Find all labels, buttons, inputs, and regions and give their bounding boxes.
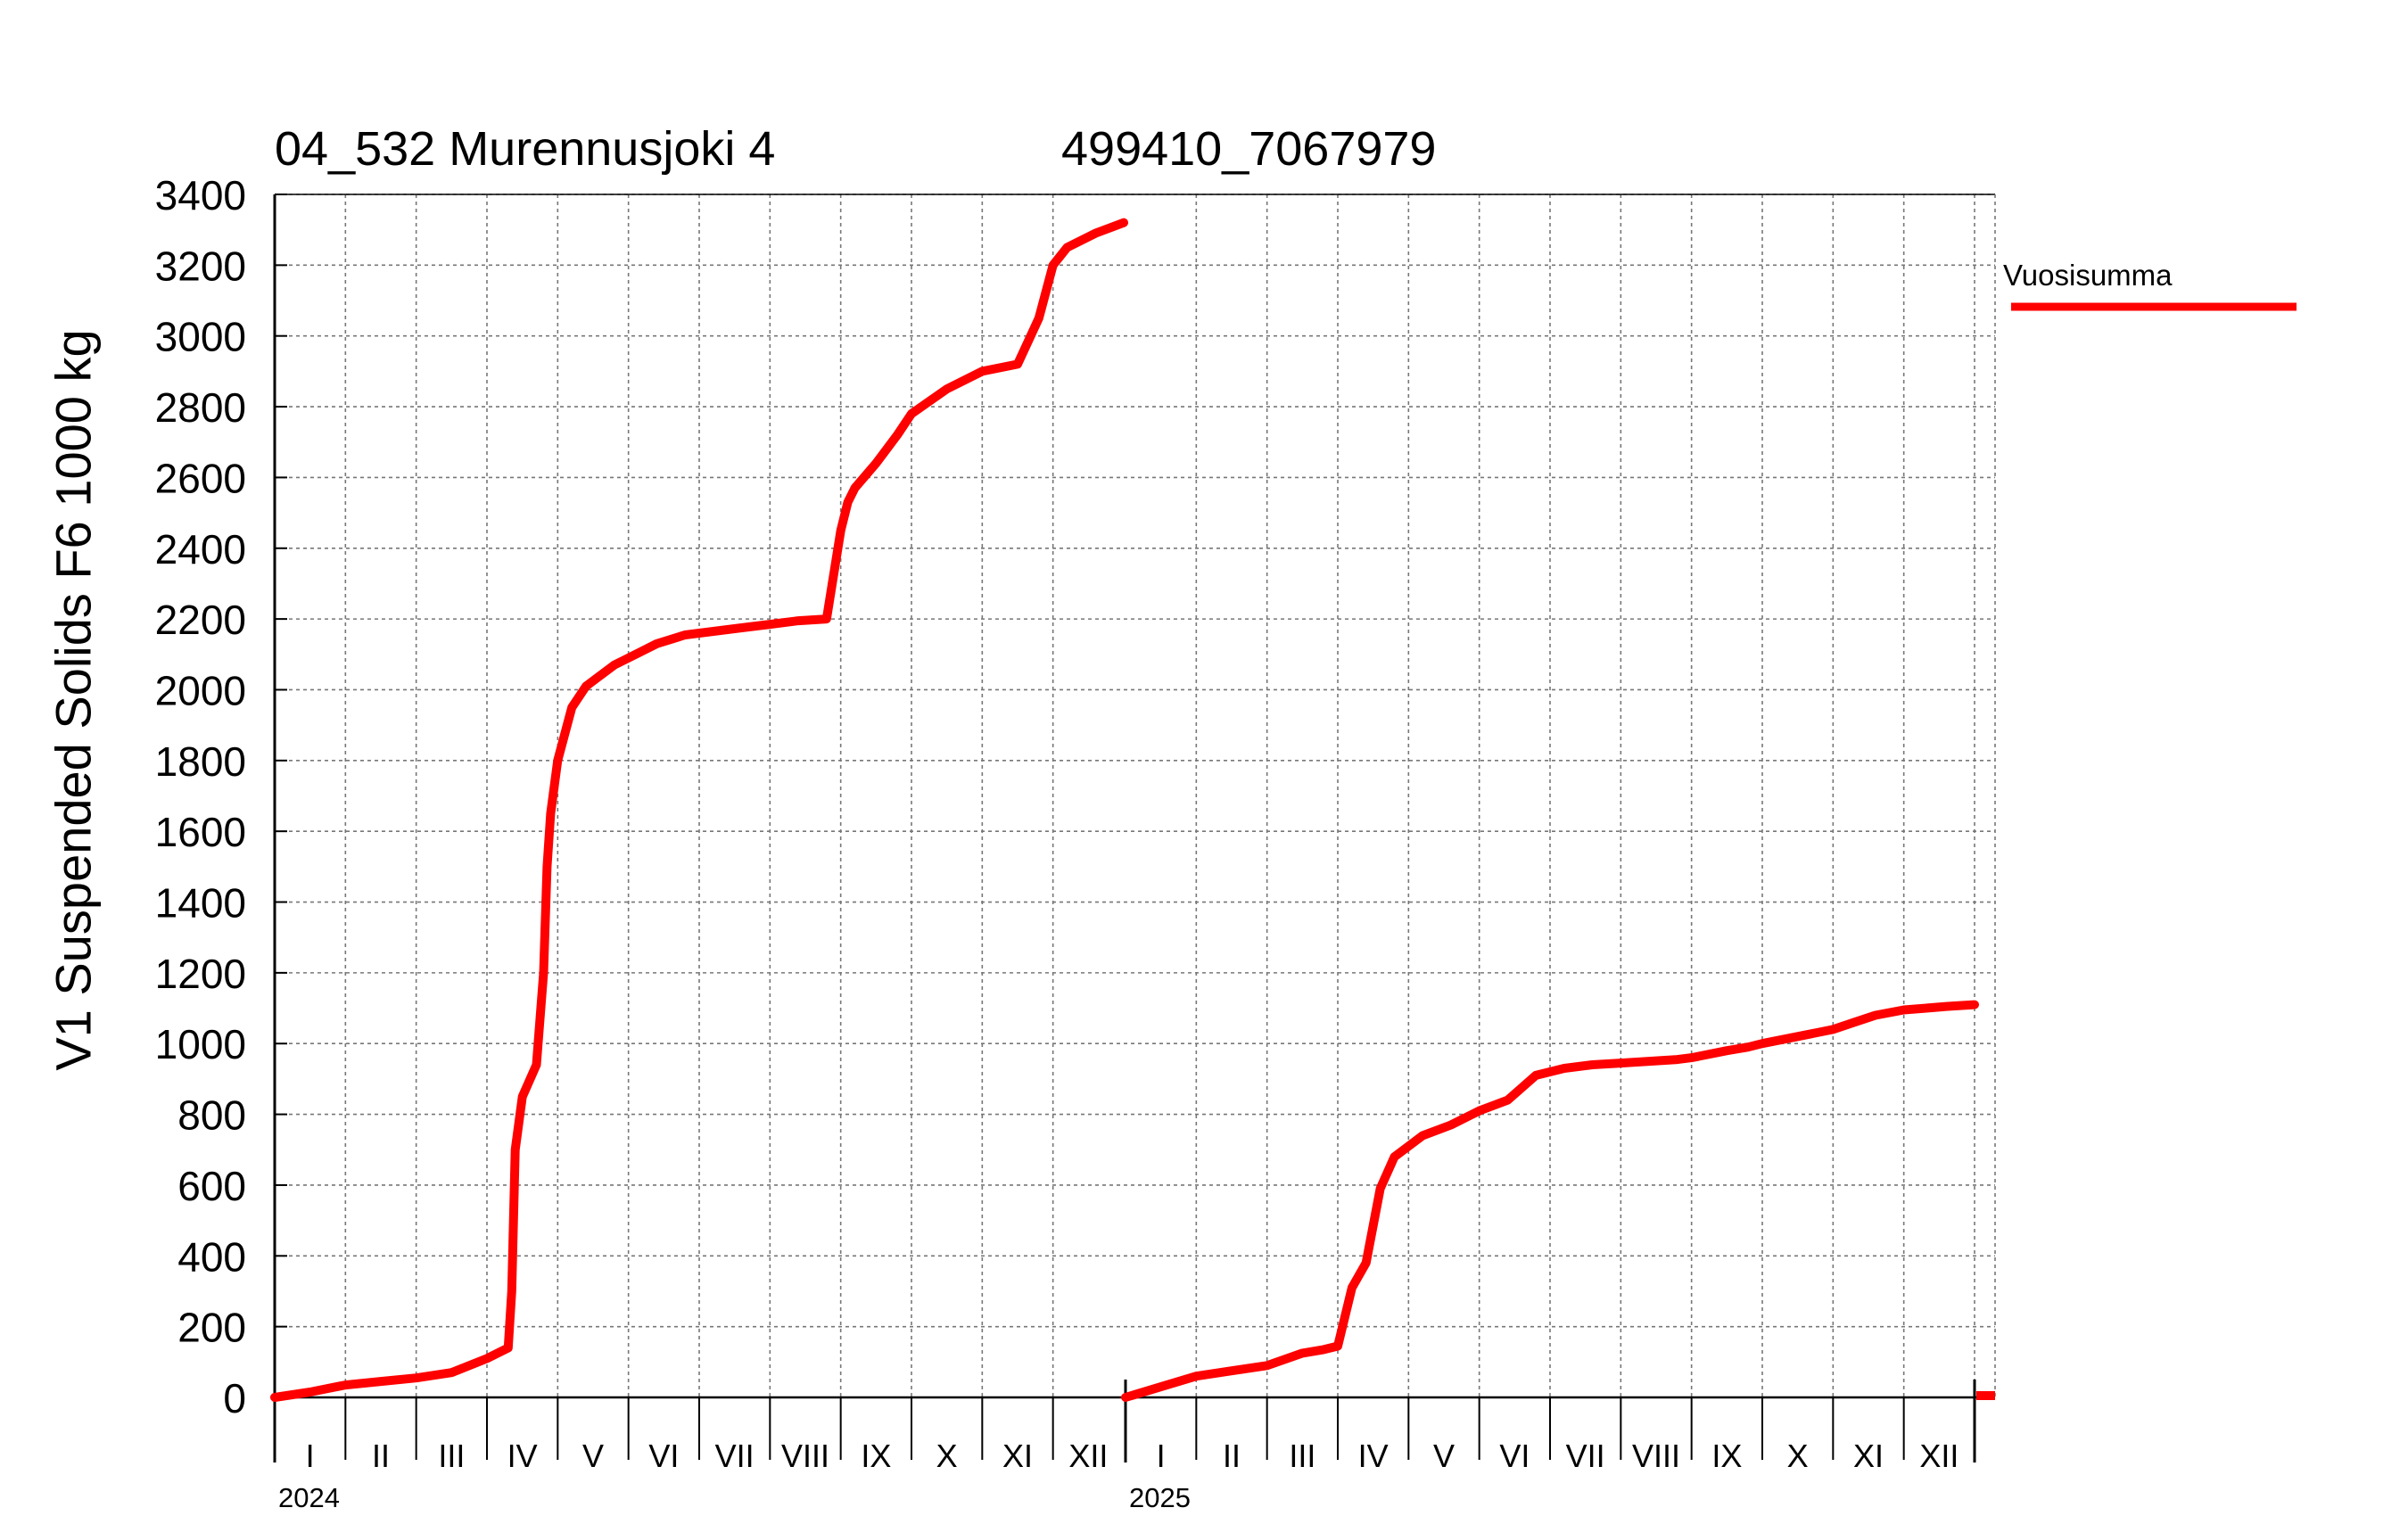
y-tick-label: 3400: [155, 172, 246, 218]
x-year-label: 2024: [278, 1482, 340, 1513]
grid-lines: [275, 194, 1995, 1397]
x-month-label: VII: [715, 1438, 755, 1474]
x-month-label: IX: [861, 1438, 891, 1474]
y-axis-label: V1 Suspended Solids F6 1000 kg: [45, 329, 102, 1071]
x-month-label: VIII: [781, 1438, 829, 1474]
x-month-label: VIII: [1632, 1438, 1680, 1474]
x-month-label: XII: [1919, 1438, 1959, 1474]
x-month-label: VI: [1499, 1438, 1530, 1474]
y-tick-label: 2000: [155, 667, 246, 713]
y-tick-label: 1800: [155, 738, 246, 785]
y-tick-label: 2200: [155, 597, 246, 643]
y-tick-label: 0: [223, 1375, 246, 1421]
y-tick-label: 3200: [155, 243, 246, 289]
x-month-label: X: [936, 1438, 958, 1474]
x-month-label: VI: [648, 1438, 679, 1474]
x-month-label: V: [582, 1438, 604, 1474]
x-month-label: III: [438, 1438, 465, 1474]
legend-label: Vuosisumma: [2003, 259, 2173, 292]
x-month-label: III: [1289, 1438, 1315, 1474]
x-month-label: I: [1157, 1438, 1166, 1474]
x-month-label: IV: [507, 1438, 538, 1474]
x-month-label: XII: [1068, 1438, 1108, 1474]
y-tick-label: 1000: [155, 1021, 246, 1067]
y-tick-label: 2400: [155, 526, 246, 573]
series-line-2024: [270, 218, 1128, 1402]
x-month-label: II: [1223, 1438, 1241, 1474]
y-tick-label: 200: [177, 1305, 246, 1351]
y-tick-label: 1400: [155, 880, 246, 927]
x-month-label: V: [1433, 1438, 1455, 1474]
x-month-label: X: [1787, 1438, 1809, 1474]
y-tick-label: 400: [177, 1233, 246, 1280]
x-month-label: II: [372, 1438, 390, 1474]
series-line-2025: [1121, 1000, 1979, 1402]
series-lines: [270, 218, 1995, 1402]
y-tick-label: 1600: [155, 809, 246, 855]
x-month-label: VII: [1566, 1438, 1605, 1474]
y-tick-label: 1200: [155, 951, 246, 997]
x-month-label: XI: [1002, 1438, 1033, 1474]
y-axis-ticks: 0 200 400 600 800 1000 1200 1400 1600 1800 2000 220…: [155, 172, 287, 1421]
x-month-label: I: [306, 1438, 315, 1474]
y-tick-label: 2600: [155, 455, 246, 501]
y-tick-label: 600: [177, 1163, 246, 1209]
y-tick-label: 2800: [155, 384, 246, 431]
chart-title-coordinates: 499410_7067979: [1061, 122, 1437, 176]
axes: [273, 194, 1996, 1462]
y-tick-label: 800: [177, 1092, 246, 1139]
x-month-label: XI: [1853, 1438, 1884, 1474]
x-month-label: IV: [1358, 1438, 1389, 1474]
chart-title-station: 04_532 Murennusjoki 4: [275, 122, 776, 176]
y-tick-label: 3000: [155, 314, 246, 360]
x-month-label: IX: [1711, 1438, 1742, 1474]
x-year-label: 2025: [1129, 1482, 1191, 1513]
